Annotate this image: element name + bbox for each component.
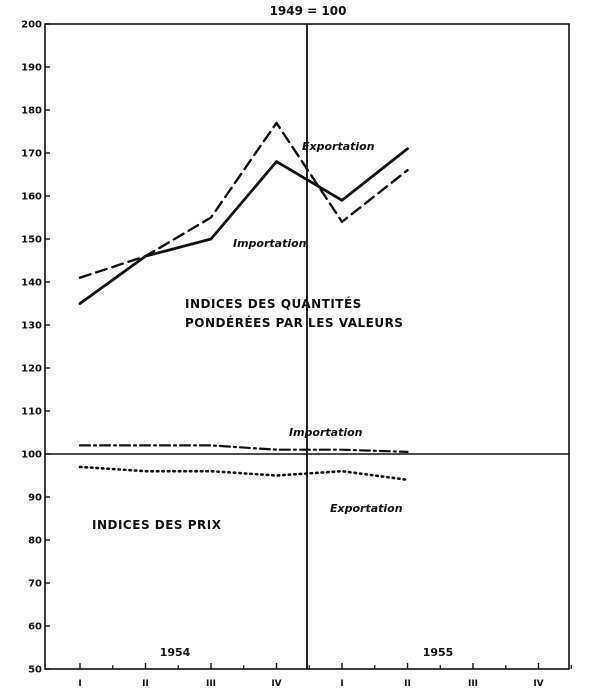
x-tick-label: II (404, 679, 411, 689)
label-quantities-exportation: Exportation (302, 140, 375, 153)
series-line-prices-exportation (78, 465, 409, 482)
y-tick-label: 170 (21, 149, 42, 160)
x-tick-label: I (78, 679, 81, 689)
x-tick-label: IV (271, 679, 281, 689)
x-tick-label: III (206, 679, 216, 689)
annotation-prices: INDICES DES PRIX (92, 518, 222, 532)
annotation-quantities-line1: INDICES DES QUANTITÉS (185, 296, 362, 311)
series-line-prices-importation (78, 444, 409, 453)
y-tick-label: 130 (21, 321, 42, 332)
series-layer (78, 121, 409, 482)
y-tick-label: 60 (28, 622, 42, 633)
y-tick-label: 50 (28, 665, 42, 676)
y-tick-label: 120 (21, 364, 42, 375)
y-tick-label: 190 (21, 63, 42, 74)
annotation-quantities-line2: PONDÉRÉES PAR LES VALEURS (185, 315, 403, 330)
y-tick-label: 180 (21, 106, 42, 117)
y-tick-label: 80 (28, 536, 42, 547)
y-tick-label: 160 (21, 192, 42, 203)
x-tick-label: III (468, 679, 478, 689)
x-axis: I II III IV I II III IV (78, 663, 572, 689)
label-quantities-importation: Importation (233, 237, 307, 250)
series-line-quantities-exportation (78, 121, 409, 279)
y-tick-label: 100 (21, 450, 42, 461)
y-tick-label: 150 (21, 235, 42, 246)
year-label-1954: 1954 (160, 646, 191, 659)
y-tick-label: 140 (21, 278, 42, 289)
y-tick-label: 200 (21, 20, 42, 31)
series-line-quantities-importation (78, 147, 409, 305)
year-label-1955: 1955 (423, 646, 454, 659)
x-tick-label: I (340, 679, 343, 689)
x-tick-label: II (142, 679, 149, 689)
chart-title: 1949 = 100 (270, 4, 347, 18)
y-tick-label: 70 (28, 579, 42, 590)
y-tick-label: 90 (28, 493, 42, 504)
label-prices-importation: Importation (289, 426, 363, 439)
y-tick-label: 110 (21, 407, 42, 418)
x-tick-label: IV (533, 679, 543, 689)
y-axis: 50 60 70 80 90 100 110 120 130 140 150 160 170 180 190… (21, 20, 50, 676)
label-prices-exportation: Exportation (330, 502, 403, 515)
